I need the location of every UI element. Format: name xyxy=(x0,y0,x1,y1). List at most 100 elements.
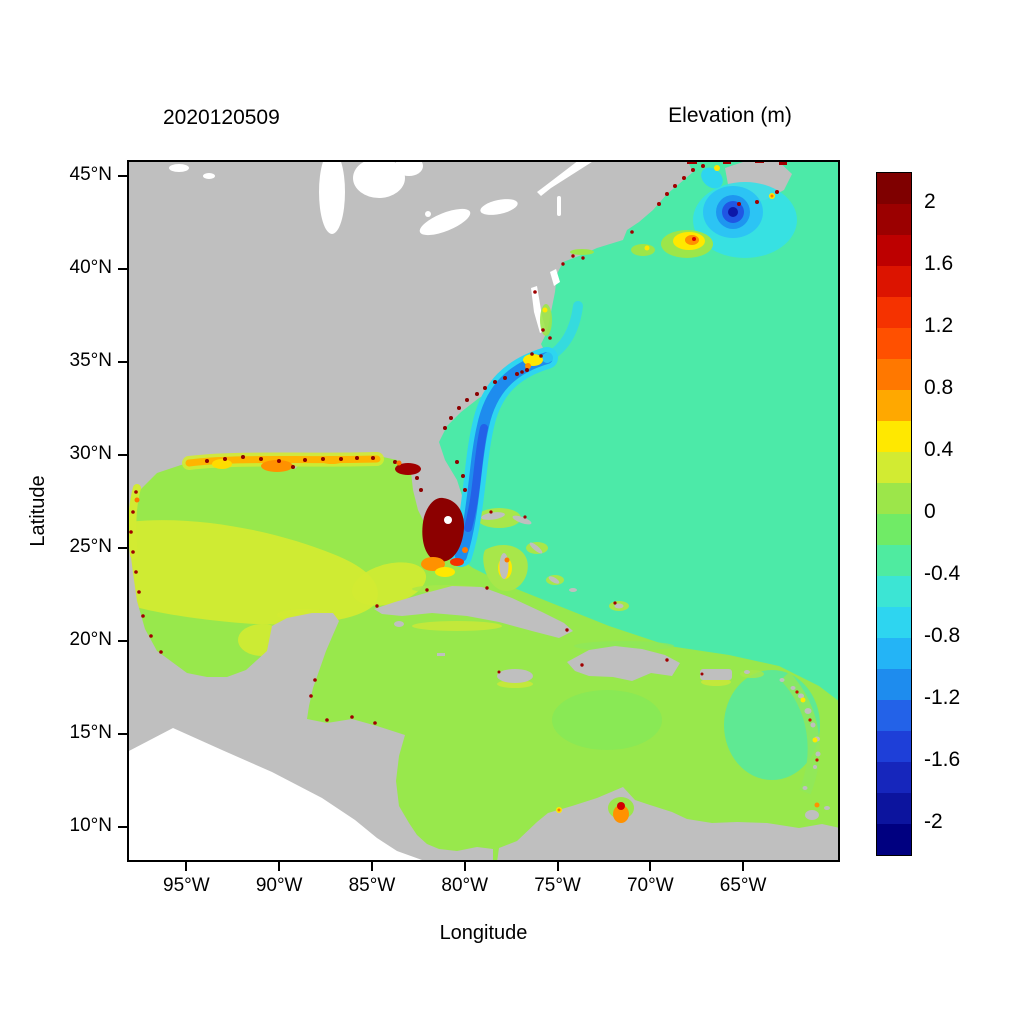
colorbar-tick-label: 1.2 xyxy=(924,314,954,337)
lake-champlain xyxy=(557,196,561,216)
y-tick-mark xyxy=(118,733,127,736)
x-tick-mark xyxy=(556,862,559,871)
x-tick-label: 85°W xyxy=(348,875,396,896)
big-bend-surge xyxy=(395,463,421,475)
long-island-sound-green xyxy=(570,249,594,255)
colorbar-band xyxy=(877,173,911,204)
land xyxy=(127,160,840,862)
y-tick-mark xyxy=(118,547,127,550)
land-cuba xyxy=(374,586,573,638)
colorbar-band xyxy=(877,576,911,607)
colorbar-band xyxy=(877,204,911,235)
lake-michigan xyxy=(319,160,345,234)
y-tick-label: 10°N xyxy=(69,815,112,837)
colorbar-band xyxy=(877,390,911,421)
lake-ontario xyxy=(480,199,518,215)
chesapeake-mouth-green xyxy=(540,304,552,336)
colorbar-tick-label: -2 xyxy=(924,810,943,833)
georgian-bay xyxy=(395,160,423,176)
lake-erie xyxy=(419,208,471,236)
colorbar-band xyxy=(877,762,911,793)
colorbar-title: Elevation (m) xyxy=(668,104,792,127)
y-tick-label: 40°N xyxy=(69,257,112,278)
y-tick-label: 30°N xyxy=(69,443,112,464)
x-tick-label: 65°W xyxy=(719,875,767,896)
coastal-surge-south-florida xyxy=(422,497,465,562)
land-cayman xyxy=(437,653,445,656)
land-jamaica xyxy=(497,669,533,683)
colorbar-band xyxy=(877,452,911,483)
colorbar-tick-label: -1.6 xyxy=(924,748,961,771)
colorbar-band xyxy=(877,700,911,731)
y-tick-label: 15°N xyxy=(69,722,112,744)
colorbar-band xyxy=(877,793,911,824)
y-axis-label: Latitude xyxy=(27,475,49,547)
nantucket-shoals xyxy=(631,244,655,256)
colorbar xyxy=(876,172,912,856)
land-isle-of-youth xyxy=(394,621,404,627)
colorbar-band xyxy=(877,669,911,700)
st-lawrence-river xyxy=(537,160,595,196)
lake-huron xyxy=(353,160,405,198)
central-caribbean xyxy=(552,690,662,750)
island-shelf-fringes xyxy=(412,585,820,795)
colorbar-tick-label: 0.8 xyxy=(924,376,954,399)
colorbar-tick-label: -1.2 xyxy=(924,686,961,709)
x-tick-label: 75°W xyxy=(534,875,581,896)
land-lesser-antilles xyxy=(744,670,830,820)
y-tick-mark xyxy=(118,361,127,363)
land-south-america xyxy=(497,787,840,862)
colorbar-swatches xyxy=(877,173,911,855)
colorbar-band xyxy=(877,328,911,359)
x-tick-label: 70°W xyxy=(626,875,674,896)
x-tick-mark xyxy=(278,862,281,871)
colorbar-band xyxy=(877,731,911,762)
cold-vortex-core xyxy=(728,207,738,217)
land-bahamas xyxy=(481,512,624,609)
x-tick-mark xyxy=(649,862,652,871)
y-tick-mark xyxy=(118,454,127,456)
x-tick-mark xyxy=(185,862,188,871)
x-tick-label: 90°W xyxy=(255,875,303,896)
colorbar-band xyxy=(877,514,911,545)
x-tick-label: 80°W xyxy=(441,875,489,896)
colorbar-band xyxy=(877,235,911,266)
colorbar-tick-label: 1.6 xyxy=(924,252,954,275)
colorbar-band xyxy=(877,359,911,390)
run-title: 2020120509 xyxy=(163,106,280,129)
fundy-cyan xyxy=(701,167,723,189)
delaware-bay xyxy=(550,269,560,286)
y-tick-mark xyxy=(118,268,127,270)
inland-water xyxy=(169,160,595,333)
y-tick-mark xyxy=(118,826,127,829)
colorbar-band xyxy=(877,545,911,576)
colorbar-band xyxy=(877,421,911,452)
y-tick-label: 45°N xyxy=(69,163,112,185)
land-north-america xyxy=(127,160,693,862)
colorbar-band xyxy=(877,607,911,638)
x-tick-mark xyxy=(370,862,373,871)
colorbar-band xyxy=(877,638,911,669)
land-hispaniola xyxy=(567,646,680,681)
y-tick-label: 25°N xyxy=(69,536,112,558)
lake-okeechobee xyxy=(444,516,452,524)
map-plot xyxy=(127,160,840,862)
colorbar-tick-label: 2 xyxy=(924,190,936,213)
colorbar-band xyxy=(877,483,911,514)
colorbar-band xyxy=(877,297,911,328)
y-tick-mark xyxy=(118,640,127,643)
y-tick-mark xyxy=(118,174,127,177)
colorbar-tick-label: -0.8 xyxy=(924,624,961,647)
maracaibo-warm-spot xyxy=(613,805,629,823)
x-tick-label: 95°W xyxy=(163,875,210,896)
x-tick-mark xyxy=(742,862,745,871)
no-data-pacific xyxy=(127,728,439,862)
colorbar-band xyxy=(877,266,911,297)
gulf-yellow-band xyxy=(127,520,378,625)
colorbar-tick-label: -0.4 xyxy=(924,562,961,585)
colorbar-tick-label: 0.4 xyxy=(924,438,954,461)
y-tick-label: 35°N xyxy=(69,350,112,371)
colorbar-tick-label: 0 xyxy=(924,500,936,523)
ocean-features xyxy=(450,165,797,567)
